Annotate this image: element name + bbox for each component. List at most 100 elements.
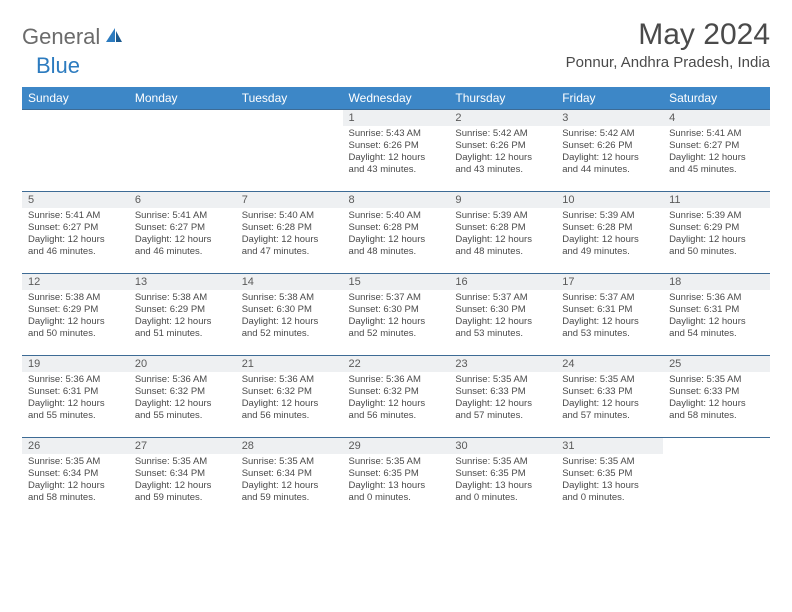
day-number: 8 xyxy=(343,192,450,208)
day-cell: 11Sunrise: 5:39 AMSunset: 6:29 PMDayligh… xyxy=(663,192,770,274)
day-cell: 30Sunrise: 5:35 AMSunset: 6:35 PMDayligh… xyxy=(449,438,556,520)
dow-wednesday: Wednesday xyxy=(343,87,450,110)
day-number: 13 xyxy=(129,274,236,290)
day-details: Sunrise: 5:40 AMSunset: 6:28 PMDaylight:… xyxy=(236,208,343,263)
day-cell xyxy=(129,110,236,192)
day-cell: 12Sunrise: 5:38 AMSunset: 6:29 PMDayligh… xyxy=(22,274,129,356)
week-row: 19Sunrise: 5:36 AMSunset: 6:31 PMDayligh… xyxy=(22,356,770,438)
day-number: 28 xyxy=(236,438,343,454)
day-details: Sunrise: 5:39 AMSunset: 6:28 PMDaylight:… xyxy=(556,208,663,263)
day-number: 15 xyxy=(343,274,450,290)
dow-saturday: Saturday xyxy=(663,87,770,110)
day-details: Sunrise: 5:38 AMSunset: 6:29 PMDaylight:… xyxy=(129,290,236,345)
day-number: 11 xyxy=(663,192,770,208)
day-cell: 28Sunrise: 5:35 AMSunset: 6:34 PMDayligh… xyxy=(236,438,343,520)
day-details: Sunrise: 5:35 AMSunset: 6:34 PMDaylight:… xyxy=(129,454,236,509)
day-details: Sunrise: 5:42 AMSunset: 6:26 PMDaylight:… xyxy=(449,126,556,181)
day-cell: 9Sunrise: 5:39 AMSunset: 6:28 PMDaylight… xyxy=(449,192,556,274)
day-number: 30 xyxy=(449,438,556,454)
day-cell: 26Sunrise: 5:35 AMSunset: 6:34 PMDayligh… xyxy=(22,438,129,520)
day-number: 23 xyxy=(449,356,556,372)
day-cell: 18Sunrise: 5:36 AMSunset: 6:31 PMDayligh… xyxy=(663,274,770,356)
logo-sail-icon xyxy=(104,26,124,49)
day-details: Sunrise: 5:41 AMSunset: 6:27 PMDaylight:… xyxy=(22,208,129,263)
day-cell: 19Sunrise: 5:36 AMSunset: 6:31 PMDayligh… xyxy=(22,356,129,438)
day-cell: 13Sunrise: 5:38 AMSunset: 6:29 PMDayligh… xyxy=(129,274,236,356)
day-number: 25 xyxy=(663,356,770,372)
logo-text-blue: Blue xyxy=(36,53,80,78)
day-number xyxy=(663,438,770,454)
dow-thursday: Thursday xyxy=(449,87,556,110)
day-cell: 2Sunrise: 5:42 AMSunset: 6:26 PMDaylight… xyxy=(449,110,556,192)
week-row: 12Sunrise: 5:38 AMSunset: 6:29 PMDayligh… xyxy=(22,274,770,356)
day-details: Sunrise: 5:36 AMSunset: 6:32 PMDaylight:… xyxy=(129,372,236,427)
day-cell: 14Sunrise: 5:38 AMSunset: 6:30 PMDayligh… xyxy=(236,274,343,356)
week-row: 26Sunrise: 5:35 AMSunset: 6:34 PMDayligh… xyxy=(22,438,770,520)
location: Ponnur, Andhra Pradesh, India xyxy=(566,54,770,71)
day-cell xyxy=(236,110,343,192)
day-details: Sunrise: 5:35 AMSunset: 6:33 PMDaylight:… xyxy=(663,372,770,427)
day-number: 5 xyxy=(22,192,129,208)
day-number: 21 xyxy=(236,356,343,372)
day-cell xyxy=(663,438,770,520)
day-details: Sunrise: 5:35 AMSunset: 6:33 PMDaylight:… xyxy=(556,372,663,427)
day-details: Sunrise: 5:38 AMSunset: 6:30 PMDaylight:… xyxy=(236,290,343,345)
day-cell: 6Sunrise: 5:41 AMSunset: 6:27 PMDaylight… xyxy=(129,192,236,274)
dow-tuesday: Tuesday xyxy=(236,87,343,110)
dow-monday: Monday xyxy=(129,87,236,110)
day-number: 18 xyxy=(663,274,770,290)
day-number: 6 xyxy=(129,192,236,208)
day-number: 17 xyxy=(556,274,663,290)
day-cell: 15Sunrise: 5:37 AMSunset: 6:30 PMDayligh… xyxy=(343,274,450,356)
day-details: Sunrise: 5:36 AMSunset: 6:31 PMDaylight:… xyxy=(663,290,770,345)
day-cell: 3Sunrise: 5:42 AMSunset: 6:26 PMDaylight… xyxy=(556,110,663,192)
day-cell xyxy=(22,110,129,192)
day-details: Sunrise: 5:36 AMSunset: 6:32 PMDaylight:… xyxy=(236,372,343,427)
calendar-page: General May 2024 Ponnur, Andhra Pradesh,… xyxy=(0,0,792,530)
day-details: Sunrise: 5:35 AMSunset: 6:34 PMDaylight:… xyxy=(236,454,343,509)
day-details: Sunrise: 5:40 AMSunset: 6:28 PMDaylight:… xyxy=(343,208,450,263)
day-details: Sunrise: 5:35 AMSunset: 6:34 PMDaylight:… xyxy=(22,454,129,509)
day-number: 22 xyxy=(343,356,450,372)
day-number xyxy=(22,110,129,126)
day-number: 7 xyxy=(236,192,343,208)
week-row: 1Sunrise: 5:43 AMSunset: 6:26 PMDaylight… xyxy=(22,110,770,192)
day-number: 26 xyxy=(22,438,129,454)
day-cell: 23Sunrise: 5:35 AMSunset: 6:33 PMDayligh… xyxy=(449,356,556,438)
day-number: 10 xyxy=(556,192,663,208)
day-number: 1 xyxy=(343,110,450,126)
day-number: 19 xyxy=(22,356,129,372)
day-number: 9 xyxy=(449,192,556,208)
day-cell: 1Sunrise: 5:43 AMSunset: 6:26 PMDaylight… xyxy=(343,110,450,192)
day-number xyxy=(129,110,236,126)
day-number: 3 xyxy=(556,110,663,126)
calendar-table: Sunday Monday Tuesday Wednesday Thursday… xyxy=(22,87,770,520)
day-details: Sunrise: 5:38 AMSunset: 6:29 PMDaylight:… xyxy=(22,290,129,345)
day-cell: 10Sunrise: 5:39 AMSunset: 6:28 PMDayligh… xyxy=(556,192,663,274)
day-cell: 25Sunrise: 5:35 AMSunset: 6:33 PMDayligh… xyxy=(663,356,770,438)
day-details: Sunrise: 5:35 AMSunset: 6:35 PMDaylight:… xyxy=(449,454,556,509)
day-number: 31 xyxy=(556,438,663,454)
day-details: Sunrise: 5:39 AMSunset: 6:28 PMDaylight:… xyxy=(449,208,556,263)
day-number: 2 xyxy=(449,110,556,126)
day-details: Sunrise: 5:42 AMSunset: 6:26 PMDaylight:… xyxy=(556,126,663,181)
day-cell: 21Sunrise: 5:36 AMSunset: 6:32 PMDayligh… xyxy=(236,356,343,438)
day-details: Sunrise: 5:36 AMSunset: 6:32 PMDaylight:… xyxy=(343,372,450,427)
day-number: 29 xyxy=(343,438,450,454)
day-details: Sunrise: 5:37 AMSunset: 6:31 PMDaylight:… xyxy=(556,290,663,345)
day-cell: 22Sunrise: 5:36 AMSunset: 6:32 PMDayligh… xyxy=(343,356,450,438)
day-details: Sunrise: 5:41 AMSunset: 6:27 PMDaylight:… xyxy=(129,208,236,263)
day-cell: 17Sunrise: 5:37 AMSunset: 6:31 PMDayligh… xyxy=(556,274,663,356)
day-details: Sunrise: 5:37 AMSunset: 6:30 PMDaylight:… xyxy=(449,290,556,345)
day-details: Sunrise: 5:39 AMSunset: 6:29 PMDaylight:… xyxy=(663,208,770,263)
day-number: 12 xyxy=(22,274,129,290)
day-cell: 16Sunrise: 5:37 AMSunset: 6:30 PMDayligh… xyxy=(449,274,556,356)
logo-text-general: General xyxy=(22,24,100,50)
dow-row: Sunday Monday Tuesday Wednesday Thursday… xyxy=(22,87,770,110)
day-cell: 4Sunrise: 5:41 AMSunset: 6:27 PMDaylight… xyxy=(663,110,770,192)
day-cell: 31Sunrise: 5:35 AMSunset: 6:35 PMDayligh… xyxy=(556,438,663,520)
day-number: 27 xyxy=(129,438,236,454)
logo: General xyxy=(22,24,126,50)
day-number: 20 xyxy=(129,356,236,372)
day-cell: 7Sunrise: 5:40 AMSunset: 6:28 PMDaylight… xyxy=(236,192,343,274)
